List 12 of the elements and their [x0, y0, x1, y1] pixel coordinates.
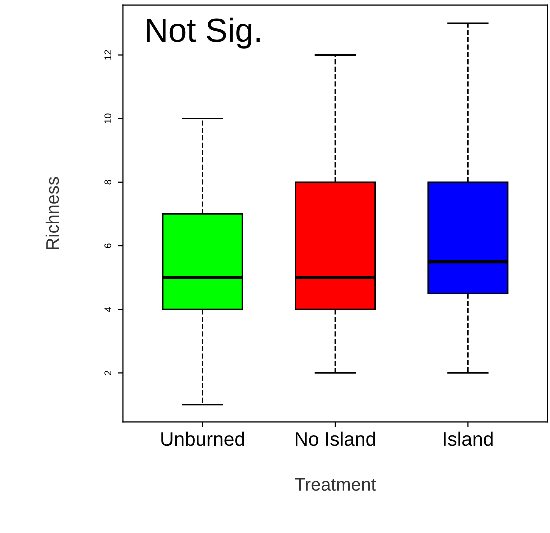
- x-axis-title: Treatment: [295, 478, 376, 492]
- annotation: Not Sig.: [147, 18, 260, 49]
- x-tick-label: Island: [444, 432, 493, 446]
- y-tick-label: 4: [104, 307, 112, 312]
- y-tick-label: 6: [104, 244, 112, 248]
- y-tick-label: 12: [104, 50, 112, 60]
- y-tick-label: 8: [104, 180, 112, 185]
- x-tick-label: No Island: [296, 432, 376, 446]
- y-axis-title: Richness: [46, 177, 60, 250]
- y-tick-label: 10: [104, 114, 112, 124]
- y-tick-label: 2: [104, 370, 112, 376]
- x-tick-label: Unburned: [162, 432, 244, 446]
